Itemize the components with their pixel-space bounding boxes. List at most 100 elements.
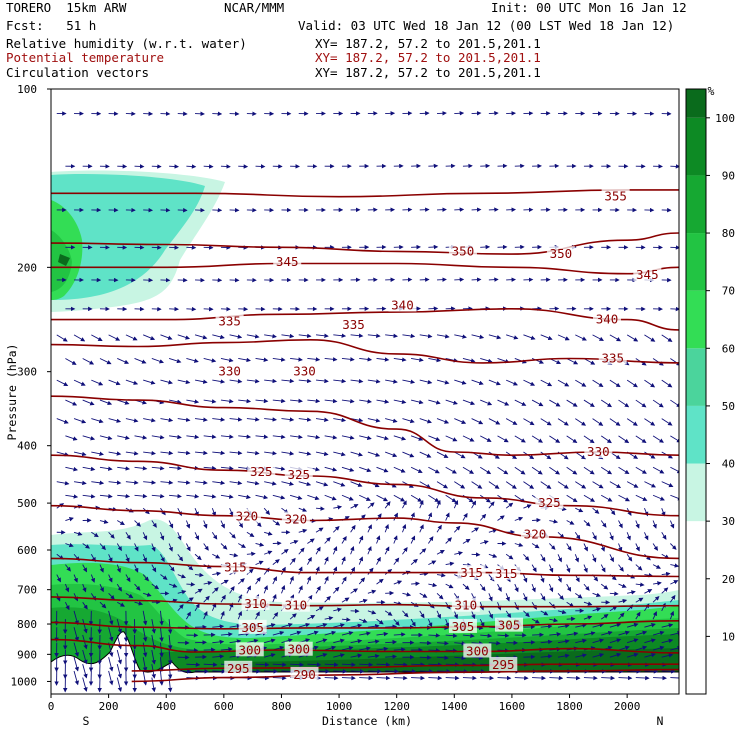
isentrope-label-bg bbox=[633, 266, 662, 281]
circulation-vector bbox=[609, 622, 622, 628]
isentrope-label-bg bbox=[241, 595, 270, 610]
circulation-vector bbox=[151, 649, 156, 665]
circulation-vector bbox=[220, 647, 233, 652]
circulation-vector bbox=[143, 334, 156, 341]
circulation-vector bbox=[82, 435, 96, 441]
circulation-vector bbox=[65, 602, 70, 611]
circulation-vector bbox=[462, 512, 468, 521]
circulation-vector bbox=[324, 645, 337, 651]
circulation-vector bbox=[116, 564, 121, 573]
circulation-vector bbox=[462, 633, 475, 639]
circulation-vectors bbox=[54, 111, 679, 693]
circulation-vector bbox=[359, 399, 372, 404]
circulation-vector bbox=[289, 613, 297, 620]
circulation-vector bbox=[151, 434, 165, 440]
circulation-vector bbox=[385, 418, 398, 423]
circulation-vector bbox=[255, 662, 270, 667]
circulation-vector bbox=[212, 450, 226, 456]
circulation-vector bbox=[419, 451, 432, 458]
circulation-vector bbox=[367, 567, 374, 575]
circulation-vector bbox=[108, 593, 115, 600]
field-label-theta: Potential temperature bbox=[6, 50, 165, 65]
circulation-vector bbox=[65, 517, 74, 522]
circulation-vector bbox=[618, 612, 625, 620]
circulation-vector bbox=[592, 592, 601, 597]
circulation-vector bbox=[212, 553, 221, 559]
circulation-vector bbox=[333, 505, 343, 510]
circulation-vector bbox=[454, 418, 467, 424]
circulation-vector bbox=[324, 616, 334, 621]
circulation-vector bbox=[557, 639, 570, 644]
circulation-vector bbox=[488, 418, 501, 425]
circulation-vector bbox=[531, 543, 540, 549]
isentrope-label: 340 bbox=[596, 312, 619, 327]
isentrope-label: 335 bbox=[218, 314, 241, 329]
circulation-vector bbox=[627, 652, 639, 658]
isentrope-label-bg bbox=[463, 643, 492, 658]
circulation-vector bbox=[462, 435, 475, 442]
circulation-vector bbox=[307, 398, 321, 404]
circulation-vector bbox=[652, 630, 665, 636]
circulation-vector bbox=[229, 450, 243, 456]
circulation-vector bbox=[618, 543, 623, 552]
circulation-vector bbox=[194, 334, 208, 340]
circulation-vector bbox=[116, 664, 123, 679]
y-tick-label: 200 bbox=[17, 261, 37, 274]
circulation-vector bbox=[652, 466, 665, 474]
circulation-vector bbox=[453, 610, 459, 620]
circulation-vector bbox=[428, 494, 440, 503]
circulation-vector bbox=[65, 542, 74, 548]
circulation-vector bbox=[73, 670, 79, 686]
circulation-vector bbox=[333, 481, 346, 487]
circulation-vector bbox=[453, 525, 461, 533]
circulation-vector bbox=[592, 554, 597, 563]
circulation-vector bbox=[600, 614, 609, 620]
circulation-vector bbox=[549, 435, 561, 443]
isentrope-label: 325 bbox=[538, 495, 561, 510]
circulation-vector bbox=[91, 379, 104, 386]
circulation-vector bbox=[609, 638, 622, 644]
circulation-vector bbox=[635, 611, 641, 620]
isentrope-label-bg bbox=[215, 313, 244, 328]
circulation-vector bbox=[56, 480, 70, 486]
circulation-vector bbox=[376, 631, 389, 637]
circulation-vector bbox=[549, 466, 561, 475]
circulation-vector bbox=[186, 662, 201, 667]
circulation-vector bbox=[376, 535, 381, 544]
circulation-vector bbox=[212, 571, 222, 576]
circulation-vector bbox=[514, 602, 519, 611]
circulation-vector bbox=[626, 481, 639, 488]
circulation-vector bbox=[194, 553, 202, 561]
circulation-vector bbox=[255, 560, 264, 566]
circulation-vector bbox=[523, 504, 532, 509]
x-tick-label: 2000 bbox=[614, 700, 641, 713]
isentrope-label: 320 bbox=[524, 527, 547, 542]
isentrope-label-bg bbox=[290, 363, 319, 378]
circulation-vector bbox=[298, 481, 312, 487]
field-xy-theta: XY= 187.2, 57.2 to 201.5,201.1 bbox=[315, 50, 541, 65]
circulation-vector bbox=[670, 677, 679, 679]
circulation-vector bbox=[212, 624, 225, 629]
circulation-vector bbox=[272, 559, 280, 565]
circulation-vector bbox=[445, 561, 455, 567]
circulation-vector bbox=[246, 417, 260, 422]
circulation-vector bbox=[652, 581, 662, 586]
rh-plume-40 bbox=[51, 174, 205, 300]
circulation-vector bbox=[177, 379, 191, 385]
circulation-vector bbox=[73, 574, 78, 583]
circulation-vector bbox=[479, 618, 485, 628]
circulation-vector bbox=[644, 589, 653, 594]
field-label-rh: Relative humidity (w.r.t. water) bbox=[6, 36, 247, 51]
circulation-vector bbox=[635, 435, 647, 443]
circulation-vector bbox=[281, 481, 294, 486]
circulation-vector bbox=[168, 543, 173, 552]
circulation-vector bbox=[212, 654, 225, 659]
circulation-vector bbox=[108, 418, 122, 423]
circulation-vector bbox=[367, 610, 377, 615]
circulation-vector bbox=[350, 623, 363, 628]
circulation-vector bbox=[479, 466, 492, 475]
isentrope-345 bbox=[51, 262, 679, 275]
isentrope-label: 320 bbox=[285, 512, 308, 527]
circulation-vector bbox=[298, 378, 312, 384]
circulation-vector bbox=[82, 619, 88, 634]
